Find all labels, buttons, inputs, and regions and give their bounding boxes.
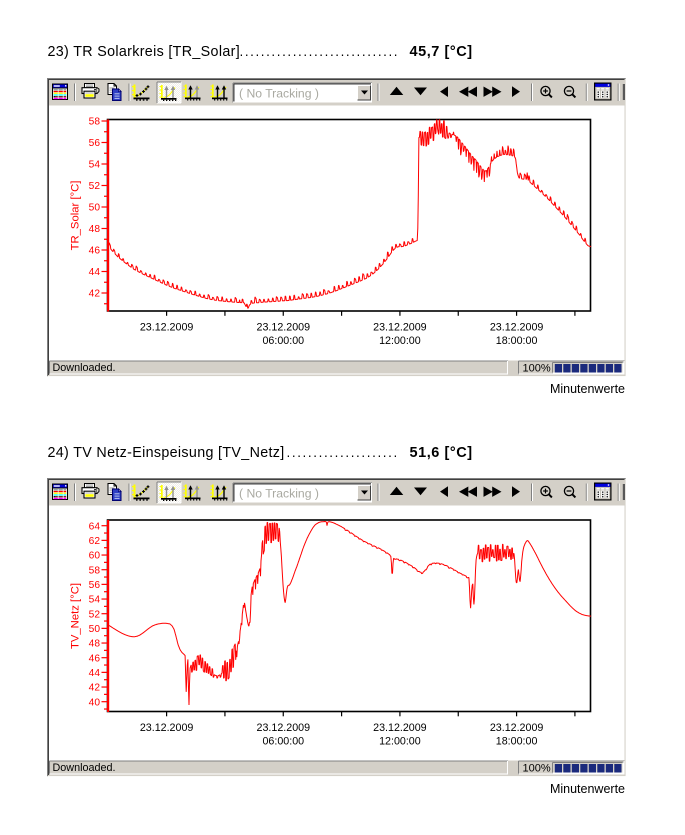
svg-text:23.12.2009: 23.12.2009 xyxy=(257,322,311,334)
svg-text:( No Tracking ): ( No Tracking ) xyxy=(239,487,319,501)
svg-text:06:00:00: 06:00:00 xyxy=(262,335,304,347)
svg-text:44: 44 xyxy=(89,267,101,278)
svg-text:46: 46 xyxy=(89,246,101,257)
svg-text:.....................: ..................... xyxy=(287,445,399,460)
svg-text:40: 40 xyxy=(89,697,101,708)
svg-text:18:00:00: 18:00:00 xyxy=(496,736,538,748)
svg-text:12:00:00: 12:00:00 xyxy=(379,335,421,347)
svg-text:24) TV Netz-Einspeisung [TV_Ne: 24) TV Netz-Einspeisung [TV_Netz] xyxy=(48,445,285,461)
svg-text:42: 42 xyxy=(89,289,101,300)
svg-text:Downloaded.: Downloaded. xyxy=(53,362,116,374)
svg-text:44: 44 xyxy=(89,668,101,679)
svg-text:50: 50 xyxy=(89,203,101,214)
svg-text:54: 54 xyxy=(89,160,101,171)
svg-text:..............................: .............................. xyxy=(240,44,400,59)
svg-text:54: 54 xyxy=(89,595,101,606)
svg-text:( No Tracking ): ( No Tracking ) xyxy=(239,87,319,101)
svg-text:TR_Solar [°C]: TR_Solar [°C] xyxy=(70,181,82,251)
svg-text:TV_Netz [°C]: TV_Netz [°C] xyxy=(70,583,82,649)
svg-text:51,6 [°C]: 51,6 [°C] xyxy=(410,445,473,461)
svg-text:23) TR Solarkreis [TR_Solar]: 23) TR Solarkreis [TR_Solar] xyxy=(48,44,241,60)
svg-text:100%: 100% xyxy=(523,363,551,375)
svg-text:06:00:00: 06:00:00 xyxy=(262,736,304,748)
svg-text:52: 52 xyxy=(89,609,101,620)
svg-text:56: 56 xyxy=(89,580,101,591)
svg-text:45,7 [°C]: 45,7 [°C] xyxy=(410,44,473,60)
svg-text:52: 52 xyxy=(89,181,101,192)
svg-text:18:00:00: 18:00:00 xyxy=(496,335,538,347)
svg-text:23.12.2009: 23.12.2009 xyxy=(373,322,427,334)
svg-text:100%: 100% xyxy=(523,763,551,775)
svg-text:23.12.2009: 23.12.2009 xyxy=(140,722,194,734)
svg-text:58: 58 xyxy=(89,565,101,576)
svg-text:12:00:00: 12:00:00 xyxy=(379,736,421,748)
svg-text:48: 48 xyxy=(89,224,101,235)
svg-text:56: 56 xyxy=(89,138,101,149)
svg-text:23.12.2009: 23.12.2009 xyxy=(490,722,544,734)
svg-text:Minutenwerte: Minutenwerte xyxy=(550,782,625,796)
svg-text:60: 60 xyxy=(89,551,101,562)
svg-text:50: 50 xyxy=(89,624,101,635)
svg-text:23.12.2009: 23.12.2009 xyxy=(490,322,544,334)
svg-text:48: 48 xyxy=(89,639,101,650)
svg-text:46: 46 xyxy=(89,653,101,664)
svg-text:Minutenwerte: Minutenwerte xyxy=(550,382,625,396)
svg-text:42: 42 xyxy=(89,683,101,694)
svg-text:23.12.2009: 23.12.2009 xyxy=(373,722,427,734)
svg-text:58: 58 xyxy=(89,117,101,128)
svg-text:Downloaded.: Downloaded. xyxy=(53,762,116,774)
svg-text:62: 62 xyxy=(89,536,101,547)
svg-text:23.12.2009: 23.12.2009 xyxy=(257,722,311,734)
svg-text:64: 64 xyxy=(89,521,101,532)
svg-text:23.12.2009: 23.12.2009 xyxy=(140,322,194,334)
